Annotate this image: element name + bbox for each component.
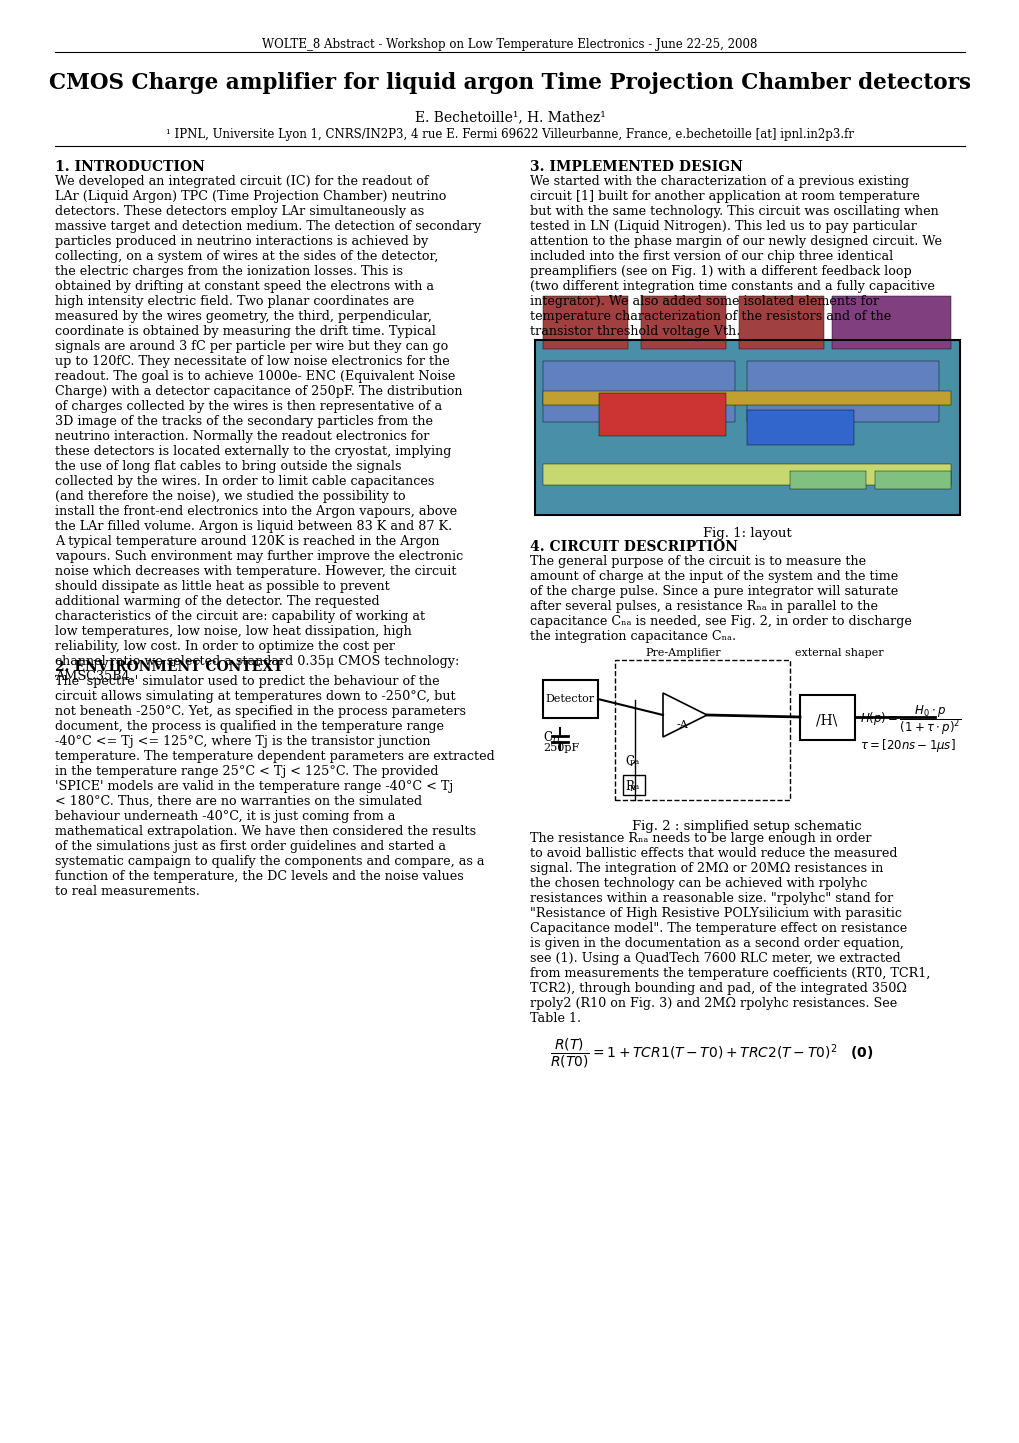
Text: $H(p) = \dfrac{H_0 \cdot p}{(1+\tau \cdot p)^2}$: $H(p) = \dfrac{H_0 \cdot p}{(1+\tau \cdo…: [859, 703, 961, 737]
Bar: [535, 341, 959, 515]
Bar: [614, 659, 790, 799]
Text: WOLTE_8 Abstract - Workshop on Low Temperature Electronics - June 22-25, 2008: WOLTE_8 Abstract - Workshop on Low Tempe…: [262, 38, 757, 51]
Text: CMOS Charge amplifier for liquid argon Time Projection Chamber detectors: CMOS Charge amplifier for liquid argon T…: [49, 72, 970, 94]
Text: 4. CIRCUIT DESCRIPTION: 4. CIRCUIT DESCRIPTION: [530, 540, 738, 554]
Text: pa: pa: [630, 784, 640, 791]
Text: $\tau = [20ns - 1\mu s]$: $\tau = [20ns - 1\mu s]$: [859, 737, 955, 755]
Text: -A: -A: [677, 720, 688, 730]
Text: C: C: [625, 755, 634, 768]
Bar: [874, 472, 951, 489]
Text: Fig. 2 : simplified setup schematic: Fig. 2 : simplified setup schematic: [632, 820, 861, 833]
Bar: [832, 296, 951, 349]
Bar: [739, 296, 823, 349]
Text: The general purpose of the circuit is to measure the
amount of charge at the inp: The general purpose of the circuit is to…: [530, 556, 911, 644]
Text: /H\: /H\: [815, 714, 837, 729]
Text: 3. IMPLEMENTED DESIGN: 3. IMPLEMENTED DESIGN: [530, 160, 742, 175]
Text: 1. INTRODUCTION: 1. INTRODUCTION: [55, 160, 205, 175]
Text: C$_D$: C$_D$: [542, 730, 559, 746]
Bar: [598, 392, 726, 436]
Bar: [790, 472, 866, 489]
Text: external shaper: external shaper: [794, 648, 882, 658]
Polygon shape: [662, 693, 706, 737]
Text: 250pF: 250pF: [542, 743, 579, 753]
Text: ¹ IPNL, Universite Lyon 1, CNRS/IN2P3, 4 rue E. Fermi 69622 Villeurbanne, France: ¹ IPNL, Universite Lyon 1, CNRS/IN2P3, 4…: [166, 128, 853, 141]
Text: E. Bechetoille¹, H. Mathez¹: E. Bechetoille¹, H. Mathez¹: [414, 110, 605, 124]
Text: $\dfrac{R(T)}{R(T0)} = 1 + TCR1(T - T0) + TRC2(T - T0)^2 \quad \mathbf{(0)}$: $\dfrac{R(T)}{R(T0)} = 1 + TCR1(T - T0) …: [549, 1038, 872, 1071]
Bar: [542, 680, 597, 719]
Bar: [535, 341, 959, 515]
Text: Detector: Detector: [545, 694, 594, 704]
Text: The resistance Rₙₐ needs to be large enough in order
to avoid ballistic effects : The resistance Rₙₐ needs to be large eno…: [530, 833, 929, 1025]
Text: pa: pa: [630, 758, 640, 766]
Bar: [623, 775, 644, 795]
Bar: [799, 696, 854, 740]
Bar: [543, 361, 734, 423]
Bar: [535, 341, 959, 515]
Bar: [543, 391, 951, 404]
Bar: [747, 361, 937, 423]
Text: We developed an integrated circuit (IC) for the readout of
LAr (Liquid Argon) TP: We developed an integrated circuit (IC) …: [55, 175, 481, 683]
Bar: [543, 296, 628, 349]
Text: The 'spectre' simulator used to predict the behaviour of the
circuit allows simu: The 'spectre' simulator used to predict …: [55, 675, 494, 898]
Text: We started with the characterization of a previous existing
circuit [1] built fo: We started with the characterization of …: [530, 175, 942, 338]
Text: R: R: [625, 781, 633, 794]
Bar: [747, 410, 853, 444]
Bar: [641, 296, 726, 349]
Text: Fig. 1: layout: Fig. 1: layout: [702, 527, 791, 540]
Bar: [543, 465, 951, 485]
Text: 2. ENVIRONMENT CONTEXT: 2. ENVIRONMENT CONTEXT: [55, 659, 283, 674]
Text: Pre-Amplifier: Pre-Amplifier: [644, 648, 719, 658]
